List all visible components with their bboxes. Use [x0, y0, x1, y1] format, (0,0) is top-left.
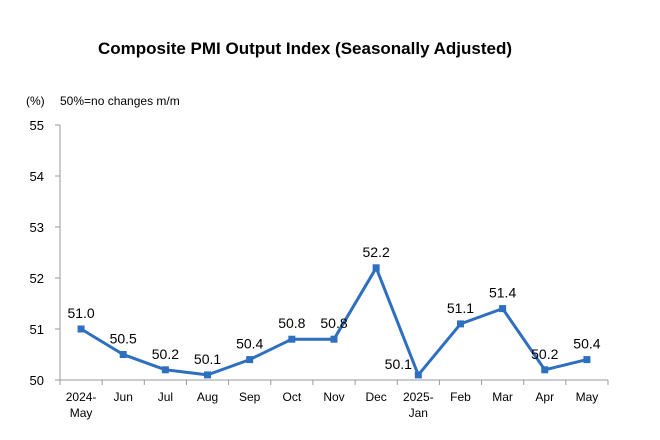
y-tick-label: 55 — [30, 118, 44, 133]
data-point — [288, 335, 296, 343]
y-tick-label: 52 — [30, 271, 44, 286]
x-tick-label: Sep — [239, 390, 261, 404]
data-point — [583, 356, 591, 364]
x-tick-label: 2025-Jan — [403, 390, 434, 420]
data-label: 50.5 — [110, 331, 137, 347]
data-label: 50.8 — [320, 315, 347, 331]
x-tick-label: May — [576, 390, 599, 404]
data-point — [456, 320, 464, 328]
x-tick-label: Mar — [492, 390, 513, 404]
chart-note: 50%=no changes m/m — [60, 94, 180, 108]
chart-title: Composite PMI Output Index (Seasonally A… — [98, 39, 512, 58]
data-label: 50.4 — [573, 336, 600, 352]
series-group — [77, 264, 591, 379]
data-label: 50.4 — [236, 336, 263, 352]
data-label: 51.0 — [67, 305, 94, 321]
data-point — [77, 325, 85, 333]
x-tick-label: Jun — [114, 390, 133, 404]
y-tick-label: 54 — [30, 169, 44, 184]
data-point — [246, 356, 254, 364]
data-labels-group: 51.0 50.5 50.2 50.1 50.4 50.8 50.8 52.2 50.1 51.1… — [67, 244, 600, 372]
data-label: 50.1 — [385, 356, 412, 372]
x-tick-label: Feb — [450, 390, 471, 404]
data-point — [204, 371, 212, 379]
data-point — [541, 366, 549, 374]
data-label: 50.1 — [194, 351, 221, 367]
data-point — [330, 335, 338, 343]
data-point — [499, 305, 507, 313]
x-tick-label: Dec — [365, 390, 386, 404]
axes: 50 51 52 53 54 55 2024-May Jun Jul Aug Sep Oct Nov De… — [30, 118, 609, 420]
x-tick-label: Oct — [283, 390, 302, 404]
data-label: 50.2 — [152, 346, 179, 362]
data-label: 51.4 — [489, 285, 516, 301]
x-tick-label: Nov — [323, 390, 344, 404]
y-tick-label: 50 — [30, 373, 44, 388]
data-label: 52.2 — [363, 244, 390, 260]
x-tick-label: Jul — [158, 390, 173, 404]
data-label: 50.8 — [278, 315, 305, 331]
y-tick-label: 53 — [30, 220, 44, 235]
data-point — [161, 366, 169, 374]
data-label: 50.2 — [531, 346, 558, 362]
data-point — [119, 351, 127, 358]
y-tick-label: 51 — [30, 322, 44, 337]
data-label: 51.1 — [447, 300, 474, 316]
y-unit-label: (%) — [26, 94, 45, 108]
data-point — [414, 371, 422, 379]
x-tick-label: Aug — [197, 390, 218, 404]
x-tick-label: 2024-May — [66, 390, 97, 420]
x-tick-label: Apr — [535, 390, 554, 404]
data-point — [372, 264, 380, 272]
